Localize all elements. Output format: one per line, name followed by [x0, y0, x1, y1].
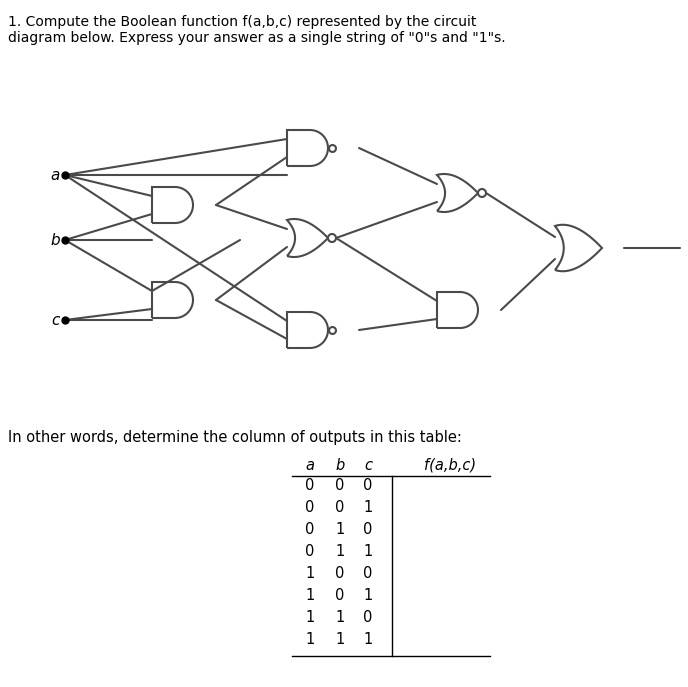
Text: 1: 1 [335, 522, 345, 537]
Text: 1: 1 [363, 632, 373, 647]
Text: 1: 1 [335, 632, 345, 647]
PathPatch shape [555, 225, 602, 271]
Text: 1: 1 [363, 544, 373, 559]
Text: 1: 1 [363, 588, 373, 603]
Text: f(a,b,c): f(a,b,c) [424, 458, 476, 473]
Text: a: a [51, 168, 60, 183]
PathPatch shape [152, 187, 193, 223]
Text: 0: 0 [305, 478, 314, 493]
Text: 1: 1 [305, 588, 314, 603]
PathPatch shape [152, 282, 193, 318]
Text: In other words, determine the column of outputs in this table:: In other words, determine the column of … [8, 430, 462, 445]
Text: 1: 1 [363, 500, 373, 515]
Text: b: b [335, 458, 345, 473]
Text: b: b [50, 232, 60, 247]
Text: 0: 0 [363, 566, 373, 581]
Text: 1: 1 [335, 544, 345, 559]
Text: 1: 1 [305, 632, 314, 647]
Text: 0: 0 [305, 522, 314, 537]
Text: c: c [52, 313, 60, 328]
Text: a: a [305, 458, 314, 473]
Text: 0: 0 [335, 588, 345, 603]
Text: 0: 0 [363, 610, 373, 625]
Text: 1. Compute the Boolean function f(a,b,c) represented by the circuit: 1. Compute the Boolean function f(a,b,c)… [8, 15, 476, 29]
Circle shape [328, 234, 336, 242]
Text: 0: 0 [363, 478, 373, 493]
Text: diagram below. Express your answer as a single string of "0"s and "1"s.: diagram below. Express your answer as a … [8, 31, 506, 45]
PathPatch shape [287, 130, 328, 166]
Text: 0: 0 [305, 544, 314, 559]
Text: 0: 0 [305, 500, 314, 515]
PathPatch shape [287, 219, 328, 257]
Circle shape [478, 189, 486, 197]
Text: 1: 1 [335, 610, 345, 625]
PathPatch shape [437, 174, 478, 212]
Text: 1: 1 [305, 610, 314, 625]
PathPatch shape [437, 292, 478, 328]
Text: 1: 1 [305, 566, 314, 581]
Text: 0: 0 [363, 522, 373, 537]
Text: 0: 0 [335, 500, 345, 515]
Text: c: c [364, 458, 372, 473]
PathPatch shape [287, 312, 328, 348]
Text: 0: 0 [335, 478, 345, 493]
Text: 0: 0 [335, 566, 345, 581]
